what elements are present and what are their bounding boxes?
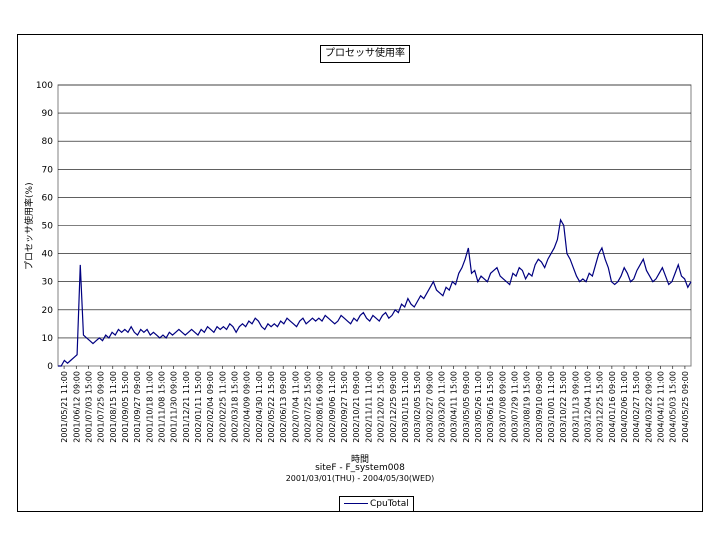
y-tick-label: 20 [42, 306, 54, 316]
x-tick-label: 2004/02/27 15:00 [632, 371, 641, 443]
x-tick-label: 2002/02/04 09:00 [206, 371, 215, 443]
x-tick-label: 2001/07/03 15:00 [84, 371, 93, 443]
x-tick-label: 2002/12/25 09:00 [389, 371, 398, 443]
x-tick-label: 2002/06/13 09:00 [279, 371, 288, 443]
x-tick-label: 2003/12/04 11:00 [584, 371, 593, 443]
y-tick-label: 50 [42, 222, 54, 232]
x-tick-label: 2001/10/18 11:00 [145, 371, 154, 443]
x-tick-label: 2001/07/25 09:00 [97, 371, 106, 443]
legend: CpuTotal [339, 496, 414, 512]
x-tick-label: 2001/09/27 09:00 [133, 371, 142, 443]
x-tick-label: 2001/11/08 15:00 [157, 371, 166, 443]
x-tick-label: 2003/10/22 15:00 [559, 371, 568, 443]
y-tick-label: 0 [47, 362, 53, 372]
y-tick-label: 30 [42, 278, 54, 288]
x-tick-label: 2001/05/21 11:00 [60, 371, 69, 443]
chart-title: プロセッサ使用率 [320, 45, 410, 63]
x-axis-ticks: 2001/05/21 11:00 2001/06/12 09:00 2001/07/… [60, 366, 690, 443]
x-tick-label: 2002/09/27 15:00 [340, 371, 349, 443]
x-tick-label: 2002/09/06 11:00 [328, 371, 337, 443]
x-tick-label: 2004/01/16 09:00 [608, 371, 617, 443]
x-tick-label: 2003/04/11 15:00 [450, 371, 459, 443]
x-tick-label: 2002/07/25 15:00 [304, 371, 313, 443]
x-tick-label: 2002/05/22 15:00 [267, 371, 276, 443]
x-tick-label: 2004/05/25 09:00 [681, 371, 690, 443]
y-tick-label: 100 [36, 81, 53, 91]
x-tick-label: 2002/11/11 11:00 [364, 371, 373, 443]
x-tick-label: 2003/10/01 11:00 [547, 371, 556, 443]
x-axis-label: 時間 [350, 455, 369, 465]
x-tick-label: 2004/04/12 11:00 [657, 371, 666, 443]
chart-subtitle-period: 2001/03/01(THU) - 2004/05/30(WED) [285, 474, 435, 483]
x-tick-label: 2002/12/02 15:00 [377, 371, 386, 443]
x-tick-label: 2001/08/15 11:00 [109, 371, 118, 443]
y-axis-ticks: 0 10 20 30 40 50 60 70 80 90 100 [36, 81, 53, 372]
y-tick-label: 90 [42, 109, 54, 119]
x-tick-label: 2001/12/21 11:00 [182, 371, 191, 443]
x-tick-label: 2002/03/18 15:00 [231, 371, 240, 443]
x-tick-label: 2003/07/29 11:00 [510, 371, 519, 443]
x-tick-label: 2003/08/19 15:00 [523, 371, 532, 443]
x-tick-label: 2001/06/12 09:00 [72, 371, 81, 443]
legend-line-swatch [344, 503, 368, 504]
x-tick-label: 2002/04/30 11:00 [255, 371, 264, 443]
grid-lines [58, 84, 691, 339]
x-tick-label: 2004/03/22 09:00 [644, 371, 653, 443]
x-tick-label: 2004/05/03 15:00 [669, 371, 678, 443]
chart-subtitle-system: siteF - F_system008 [315, 463, 405, 473]
x-tick-label: 2002/02/25 11:00 [218, 371, 227, 443]
series-line-cputotal [58, 218, 692, 367]
x-tick-label: 2003/05/05 09:00 [462, 371, 471, 443]
x-tick-label: 2004/02/06 11:00 [620, 371, 629, 443]
y-tick-label: 10 [42, 334, 54, 344]
x-tick-label: 2002/10/21 09:00 [352, 371, 361, 443]
y-tick-label: 40 [42, 250, 54, 260]
legend-label: CpuTotal [370, 499, 409, 509]
x-tick-label: 2003/09/10 09:00 [535, 371, 544, 443]
y-axis-label: プロセッサ使用率(%) [25, 182, 35, 270]
x-tick-label: 2001/09/05 15:00 [121, 371, 130, 443]
x-tick-label: 2003/01/15 11:00 [401, 371, 410, 443]
series-layer [58, 218, 692, 367]
x-tick-label: 2002/01/11 15:00 [194, 371, 203, 443]
x-tick-label: 2003/11/13 09:00 [571, 371, 580, 443]
x-tick-label: 2003/06/16 15:00 [486, 371, 495, 443]
x-tick-label: 2003/03/20 11:00 [437, 371, 446, 443]
x-tick-label: 2003/05/26 11:00 [474, 371, 483, 443]
x-tick-label: 2001/11/30 09:00 [170, 371, 179, 443]
y-tick-label: 80 [42, 137, 54, 147]
x-tick-label: 2002/07/04 11:00 [291, 371, 300, 443]
x-tick-label: 2002/08/16 09:00 [316, 371, 325, 443]
x-tick-label: 2003/12/25 15:00 [596, 371, 605, 443]
x-tick-label: 2003/02/05 15:00 [413, 371, 422, 443]
x-tick-label: 2003/07/08 09:00 [498, 371, 507, 443]
x-tick-label: 2003/02/27 09:00 [425, 371, 434, 443]
y-tick-label: 60 [42, 193, 54, 203]
y-tick-label: 70 [42, 165, 54, 175]
x-tick-label: 2002/04/09 09:00 [243, 371, 252, 443]
